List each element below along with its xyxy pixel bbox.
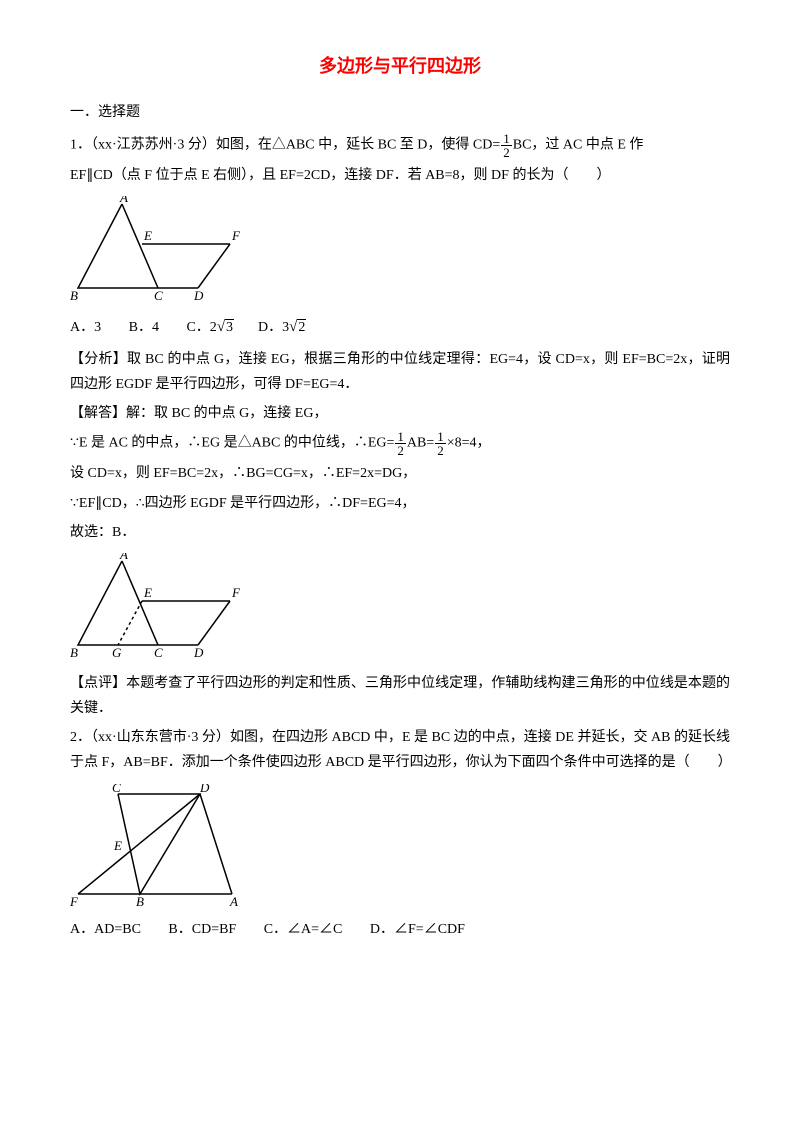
label-E: E	[143, 228, 152, 243]
label-B3: B	[136, 894, 144, 909]
q1-option-b: B．4	[129, 315, 159, 340]
q2-option-a: A．AD=BC	[70, 917, 141, 942]
label-D3: D	[199, 784, 210, 795]
q2-option-d: D．∠F=∠CDF	[370, 917, 465, 942]
q1-stem-line2: EF∥CD（点 F 位于点 E 右侧），且 EF=2CD，连接 DF．若 AB=…	[70, 163, 730, 188]
q2-figure: C D E F B A	[70, 784, 730, 909]
q1-stem-line1: 1．（xx·江苏苏州·3 分）如图，在△ABC 中，延长 BC 至 D，使得 C…	[70, 132, 730, 159]
label-E3: E	[113, 838, 122, 853]
label-F2: F	[231, 585, 241, 600]
triangle-diagram-1: A B C D E F	[70, 196, 265, 306]
fraction-half: 12	[501, 132, 512, 159]
section-header: 一．选择题	[70, 100, 730, 125]
page-title: 多边形与平行四边形	[70, 50, 730, 82]
label-D: D	[193, 288, 204, 303]
q2-option-c: C．∠A=∠C	[264, 917, 343, 942]
label-C2: C	[154, 645, 163, 660]
q1-figure-2: A B G C D E F	[70, 553, 730, 663]
q1-stem-a: 1．（xx·江苏苏州·3 分）如图，在△ABC 中，延长 BC 至 D，使得 C…	[70, 137, 500, 152]
label-A3: A	[229, 894, 238, 909]
label-F: F	[231, 228, 241, 243]
label-A: A	[119, 196, 128, 205]
q1-analysis: 【分析】取 BC 的中点 G，连接 EG，根据三角形的中位线定理得：EG=4，设…	[70, 347, 730, 397]
q2-options: A．AD=BC B．CD=BF C．∠A=∠C D．∠F=∠CDF	[70, 917, 730, 942]
q1-option-d: D．3√2	[258, 314, 306, 341]
label-D2: D	[193, 645, 204, 660]
q1-solve1: 【解答】解：取 BC 的中点 G，连接 EG，	[70, 401, 730, 426]
triangle-diagram-2: A B G C D E F	[70, 553, 265, 663]
q2-option-b: B．CD=BF	[168, 917, 236, 942]
label-A2: A	[119, 553, 128, 562]
q2-stem: 2．（xx·山东东营市·3 分）如图，在四边形 ABCD 中，E 是 BC 边的…	[70, 725, 730, 775]
q1-options: A．3 B．4 C．2√3 D．3√2	[70, 314, 730, 341]
label-E2: E	[143, 585, 152, 600]
label-C3: C	[112, 784, 121, 795]
q1-solve2: ∵E 是 AC 的中点，∴EG 是△ABC 的中位线，∴EG=12AB=12×8…	[70, 430, 730, 457]
label-G2: G	[112, 645, 122, 660]
q1-option-a: A．3	[70, 315, 101, 340]
label-B2: B	[70, 645, 78, 660]
label-F3: F	[70, 894, 79, 909]
label-C: C	[154, 288, 163, 303]
solve2a: ∵E 是 AC 的中点，∴EG 是△ABC 的中位线，∴EG=	[70, 436, 394, 451]
solve2b: AB=	[407, 436, 434, 451]
fraction-half-3: 12	[435, 430, 446, 457]
q1-solve5: 故选：B．	[70, 520, 730, 545]
solve2c: ×8=4，	[447, 436, 491, 451]
q1-solve4: ∵EF∥CD，∴四边形 EGDF 是平行四边形，∴DF=EG=4，	[70, 491, 730, 516]
q1-option-c: C．2√3	[186, 314, 234, 341]
quadrilateral-diagram: C D E F B A	[70, 784, 250, 909]
q1-figure: A B C D E F	[70, 196, 730, 306]
label-B: B	[70, 288, 78, 303]
q1-solve3: 设 CD=x，则 EF=BC=2x，∴BG=CG=x，∴EF=2x=DG，	[70, 461, 730, 486]
q1-stem-b: BC，过 AC 中点 E 作	[513, 137, 644, 152]
q1-comment: 【点评】本题考查了平行四边形的判定和性质、三角形中位线定理，作辅助线构建三角形的…	[70, 671, 730, 721]
fraction-half-2: 12	[395, 430, 406, 457]
